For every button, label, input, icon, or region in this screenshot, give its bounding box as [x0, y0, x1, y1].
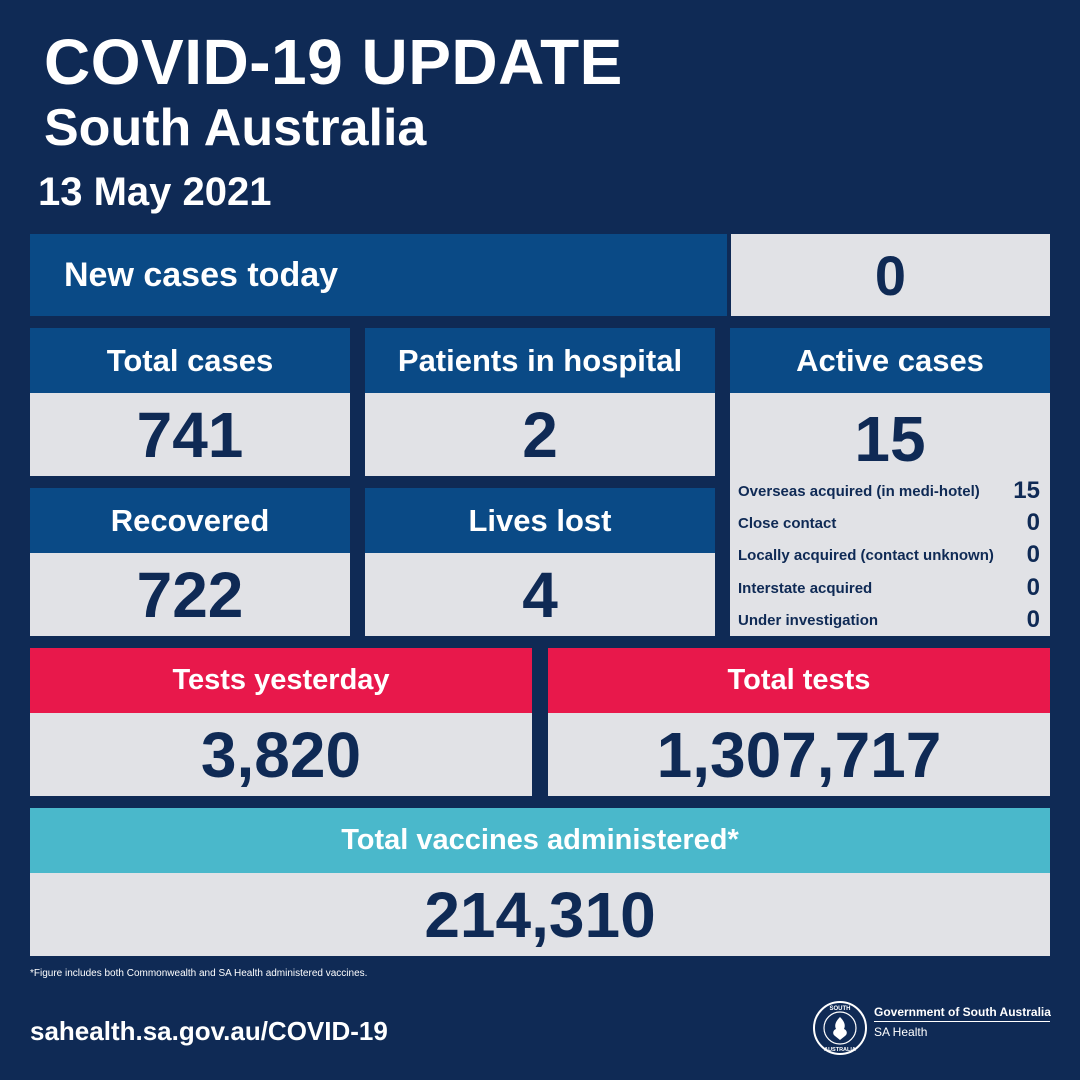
total-tests-label: Total tests: [548, 648, 1050, 713]
recovered-label: Recovered: [30, 488, 350, 553]
hospital-value: 2: [365, 393, 715, 476]
recovered-value: 722: [30, 553, 350, 636]
active-breakdown-row: Locally acquired (contact unknown) 0: [738, 541, 1040, 568]
active-breakdown-row: Overseas acquired (in medi-hotel) 15: [738, 477, 1040, 504]
new-cases-label-box: New cases today: [30, 234, 727, 316]
breakdown-label-locally-acquired: Locally acquired (contact unknown): [738, 546, 994, 564]
breakdown-label-overseas: Overseas acquired (in medi-hotel): [738, 482, 980, 500]
breakdown-value-locally-acquired: 0: [1026, 541, 1040, 568]
government-divider: [874, 1021, 1050, 1022]
lives-lost-value: 4: [365, 553, 715, 636]
total-cases-label: Total cases: [30, 328, 350, 393]
active-cases-label: Active cases: [730, 328, 1050, 393]
vaccines-value: 214,310: [30, 873, 1050, 956]
active-breakdown-row: Under investigation 0: [738, 606, 1040, 633]
breakdown-label-interstate: Interstate acquired: [738, 579, 873, 597]
active-breakdown-row: Interstate acquired 0: [738, 574, 1040, 601]
total-tests-value: 1,307,717: [548, 713, 1050, 796]
breakdown-value-overseas: 15: [1013, 477, 1040, 504]
lives-lost-label: Lives lost: [365, 488, 715, 553]
new-cases-label: New cases today: [64, 255, 339, 294]
tests-yesterday-value: 3,820: [30, 713, 532, 796]
breakdown-label-close-contact: Close contact: [738, 514, 837, 532]
page-title: COVID-19 UPDATE: [44, 26, 623, 98]
breakdown-label-under-investigation: Under investigation: [738, 611, 879, 629]
active-cases-value: 15: [854, 403, 926, 475]
sa-government-crest-icon: SOUTH AUSTRALIA: [813, 1001, 867, 1055]
active-breakdown-row: Close contact 0: [738, 509, 1040, 536]
crest-text-bottom: AUSTRALIA: [824, 1047, 856, 1053]
crest-text-top: SOUTH: [830, 1006, 851, 1012]
breakdown-value-under-investigation: 0: [1026, 606, 1040, 633]
vaccines-label: Total vaccines administered*: [30, 808, 1050, 873]
hospital-label: Patients in hospital: [365, 328, 715, 393]
breakdown-value-interstate: 0: [1026, 574, 1040, 601]
total-cases-value: 741: [30, 393, 350, 476]
active-cases-panel: 15 Overseas acquired (in medi-hotel) 15 …: [730, 393, 1050, 636]
new-cases-value: 0: [731, 234, 1050, 316]
department-name: SA Health: [874, 1025, 928, 1039]
breakdown-value-close-contact: 0: [1026, 509, 1040, 536]
page-subtitle: South Australia: [44, 99, 427, 157]
vaccine-footnote: *Figure includes both Commonwealth and S…: [30, 968, 368, 979]
website-link[interactable]: sahealth.sa.gov.au/COVID-19: [30, 1016, 388, 1046]
government-name: Government of South Australia: [874, 1005, 1051, 1019]
tests-yesterday-label: Tests yesterday: [30, 648, 532, 713]
update-date: 13 May 2021: [38, 170, 272, 214]
